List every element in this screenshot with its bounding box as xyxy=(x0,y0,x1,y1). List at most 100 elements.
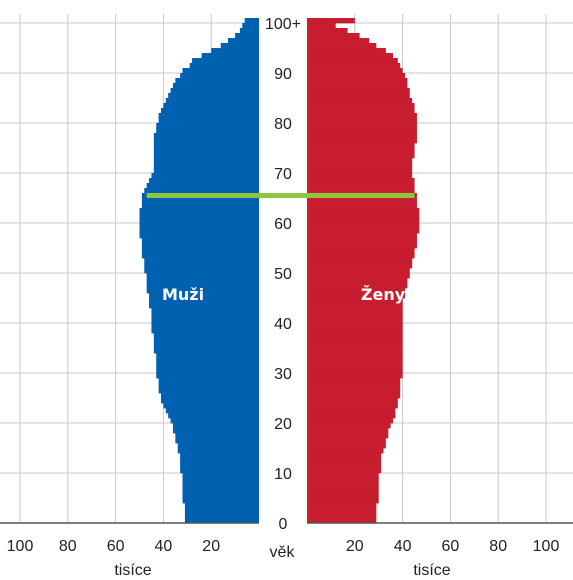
men-bar-age-75 xyxy=(153,143,259,149)
age-tick-label: 10 xyxy=(274,466,292,483)
women-bar-age-19 xyxy=(307,423,391,429)
men-bar-age-73 xyxy=(153,153,259,159)
women-bar-age-45 xyxy=(307,293,405,299)
men-bar-age-16 xyxy=(175,438,259,444)
women-bar-age-44 xyxy=(307,298,403,304)
women-bar-age-39 xyxy=(307,323,403,329)
women-bar-age-17 xyxy=(307,433,389,439)
women-bar-age-28 xyxy=(307,378,401,384)
men-bar-age-10 xyxy=(180,468,259,474)
men-bar-age-74 xyxy=(153,148,259,154)
men-bar-age-37 xyxy=(153,333,259,339)
left-x-tick-label: 100 xyxy=(7,538,34,555)
men-bar-age-1 xyxy=(184,513,259,519)
men-bar-age-45 xyxy=(149,293,259,299)
women-bar-age-6 xyxy=(307,488,379,494)
men-bar-age-8 xyxy=(182,478,259,484)
men-bar-age-25 xyxy=(161,393,259,399)
men-bar-age-28 xyxy=(158,378,259,384)
age-tick-label: 90 xyxy=(274,66,292,83)
women-bar-age-54 xyxy=(307,248,415,254)
left-x-tick-label: 40 xyxy=(155,538,173,555)
men-bar-age-54 xyxy=(141,248,259,254)
men-bar-age-9 xyxy=(182,473,259,479)
men-bar-age-85 xyxy=(168,93,259,99)
women-bar-age-10 xyxy=(307,468,382,474)
women-bar-age-40 xyxy=(307,318,403,324)
men-bar-age-93 xyxy=(201,53,259,59)
men-bar-age-76 xyxy=(153,138,259,144)
men-bar-age-100 xyxy=(244,18,259,24)
men-bar-age-24 xyxy=(161,398,259,404)
women-bar-age-97 xyxy=(307,33,360,39)
men-bar-age-53 xyxy=(141,253,259,259)
men-bar-age-34 xyxy=(153,348,259,354)
women-bar-age-92 xyxy=(307,58,398,64)
women-bar-age-41 xyxy=(307,313,403,319)
men-bar-age-59 xyxy=(139,223,259,229)
women-bar-age-63 xyxy=(307,203,417,209)
men-bar-age-72 xyxy=(153,158,259,164)
left-x-tick-label: 20 xyxy=(202,538,220,555)
women-bar-age-5 xyxy=(307,493,379,499)
age-tick-label: 0 xyxy=(279,516,288,533)
age-tick-label: 70 xyxy=(274,166,292,183)
women-series-label: Ženy xyxy=(361,285,406,304)
men-bar-age-44 xyxy=(149,298,259,304)
men-bar-age-29 xyxy=(156,373,259,379)
women-bar-age-49 xyxy=(307,273,410,279)
women-bar-age-23 xyxy=(307,403,398,409)
men-bar-age-14 xyxy=(177,448,259,454)
women-bar-age-70 xyxy=(307,168,413,174)
men-bar-age-71 xyxy=(153,163,259,169)
men-bar-age-92 xyxy=(192,58,259,64)
men-bar-age-32 xyxy=(156,358,259,364)
women-bar-age-84 xyxy=(307,98,413,104)
women-bar-age-85 xyxy=(307,93,410,99)
women-bar-age-52 xyxy=(307,258,413,264)
women-bar-age-51 xyxy=(307,263,413,269)
women-bar-age-48 xyxy=(307,278,408,284)
women-bar-age-72 xyxy=(307,158,413,164)
women-bar-age-67 xyxy=(307,183,415,189)
tick-labels: 0 10 20 30 40 50 60 70 80 90 100+ 100 80 60 40 20 20 40 60… xyxy=(7,16,560,555)
men-bar-age-61 xyxy=(139,213,259,219)
women-bar-age-25 xyxy=(307,393,401,399)
women-bar-age-0 xyxy=(307,518,377,524)
women-bar-age-16 xyxy=(307,438,386,444)
women-bar-age-37 xyxy=(307,333,403,339)
men-bar-age-39 xyxy=(151,323,259,329)
men-bar-age-31 xyxy=(156,363,259,369)
men-bar-age-86 xyxy=(170,88,259,94)
left-x-tick-label: 80 xyxy=(59,538,77,555)
left-x-tick-label: 60 xyxy=(107,538,125,555)
women-bar-age-57 xyxy=(307,233,417,239)
men-bar-age-17 xyxy=(175,433,259,439)
women-bar-age-69 xyxy=(307,173,413,179)
women-bar-age-94 xyxy=(307,48,386,54)
men-bar-age-87 xyxy=(172,83,259,89)
men-bar-age-6 xyxy=(182,488,259,494)
age-tick-label: 30 xyxy=(274,366,292,383)
women-bar-age-8 xyxy=(307,478,379,484)
men-bar-age-36 xyxy=(153,338,259,344)
women-bar-age-9 xyxy=(307,473,379,479)
women-bar-age-27 xyxy=(307,383,401,389)
women-bar-age-86 xyxy=(307,88,410,94)
women-bar-age-93 xyxy=(307,53,394,59)
men-bar-age-84 xyxy=(165,98,259,104)
men-bar-age-51 xyxy=(144,263,259,269)
men-bar-age-57 xyxy=(139,233,259,239)
women-bar-age-89 xyxy=(307,73,405,79)
men-bar-age-67 xyxy=(146,183,259,189)
women-bar-age-34 xyxy=(307,348,403,354)
men-bar-age-3 xyxy=(184,503,259,509)
women-bar-age-24 xyxy=(307,398,398,404)
men-bar-age-55 xyxy=(141,243,259,249)
women-bar-age-42 xyxy=(307,308,403,314)
women-bar-age-31 xyxy=(307,363,403,369)
men-bar-age-7 xyxy=(182,483,259,489)
men-bar-age-35 xyxy=(153,343,259,349)
women-bar-age-26 xyxy=(307,388,401,394)
